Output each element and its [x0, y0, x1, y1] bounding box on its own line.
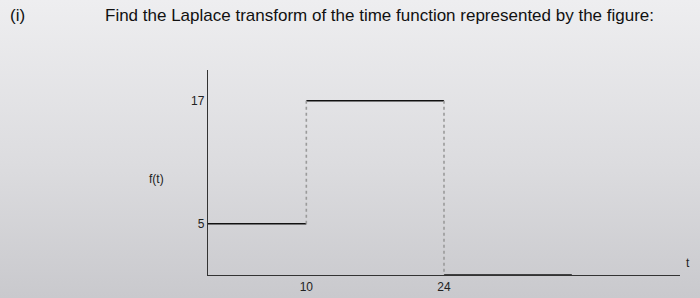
- html-text:Find the Laplace transform of: Find the Laplace transform of the time f…: [105, 6, 654, 25]
- svg-text:f(t): f(t): [149, 172, 164, 186]
- svg-text:24: 24: [437, 280, 451, 294]
- svg-text:10: 10: [300, 280, 314, 294]
- svg-text:5: 5: [198, 217, 205, 231]
- svg-text:17: 17: [191, 94, 205, 108]
- svg-text:t: t: [686, 256, 690, 270]
- html-text:(i): (i): [10, 6, 26, 25]
